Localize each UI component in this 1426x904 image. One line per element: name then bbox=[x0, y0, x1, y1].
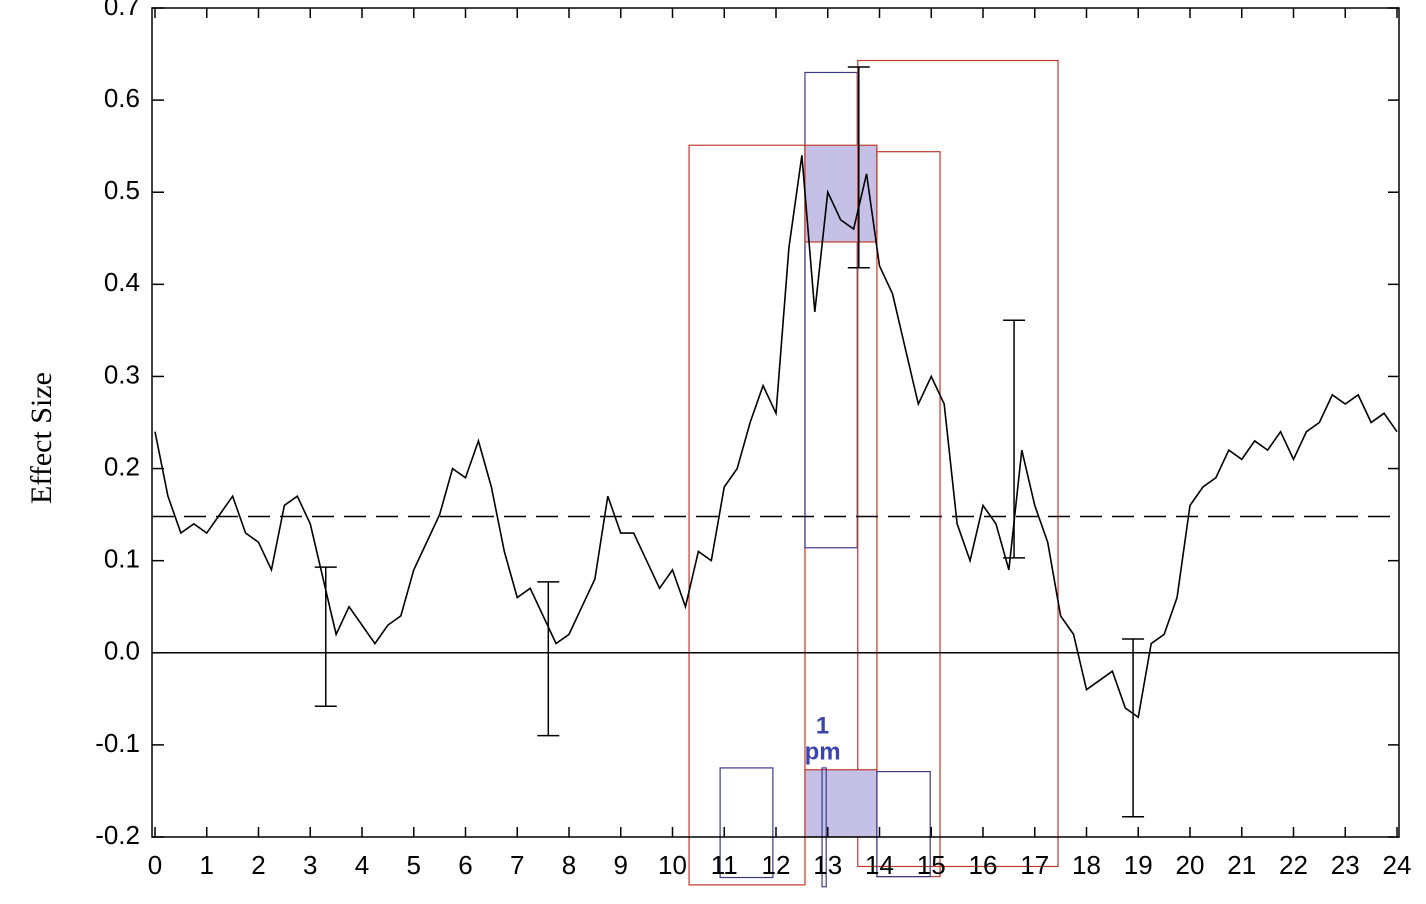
x-tick-label: 3 bbox=[303, 850, 317, 880]
y-tick-label: -0.2 bbox=[95, 820, 140, 850]
y-axis-label: Effect Size bbox=[25, 372, 58, 504]
x-tick-label: 5 bbox=[407, 850, 421, 880]
y-tick-label: 0.0 bbox=[104, 636, 140, 666]
x-tick-label: 17 bbox=[1020, 850, 1049, 880]
highlight-box bbox=[804, 71, 858, 549]
x-tick-label: 15 bbox=[917, 850, 946, 880]
x-tick-label: 23 bbox=[1331, 850, 1360, 880]
x-tick-label: 20 bbox=[1176, 850, 1205, 880]
y-tick-label: 0.6 bbox=[104, 83, 140, 113]
x-tick-label: 18 bbox=[1072, 850, 1101, 880]
x-tick-label: 13 bbox=[813, 850, 842, 880]
plot-frame bbox=[151, 7, 1400, 838]
highlight-box bbox=[804, 144, 878, 243]
x-tick-label: 9 bbox=[614, 850, 628, 880]
highlight-box bbox=[821, 767, 827, 888]
x-tick-label: 24 bbox=[1383, 850, 1412, 880]
data-line bbox=[154, 155, 1398, 719]
highlight-box bbox=[876, 771, 931, 878]
x-tick-label: 22 bbox=[1279, 850, 1308, 880]
x-tick-label: 4 bbox=[355, 850, 369, 880]
x-tick-label: 7 bbox=[510, 850, 524, 880]
x-tick-label: 10 bbox=[658, 850, 687, 880]
x-tick-label: 16 bbox=[969, 850, 998, 880]
x-tick-label: 14 bbox=[865, 850, 894, 880]
highlight-box bbox=[719, 767, 774, 879]
y-tick-label: 0.1 bbox=[104, 544, 140, 574]
x-tick-label: 0 bbox=[148, 850, 162, 880]
highlight-box bbox=[804, 769, 878, 838]
x-tick-label: 8 bbox=[562, 850, 576, 880]
y-tick-label: 0.3 bbox=[104, 359, 140, 389]
x-tick-label: 1 bbox=[200, 850, 214, 880]
x-tick-label: 11 bbox=[711, 850, 738, 880]
y-tick-label: 0.7 bbox=[104, 0, 140, 21]
highlight-box bbox=[876, 151, 941, 878]
y-tick-label: -0.1 bbox=[95, 728, 140, 758]
annotation: pm bbox=[805, 738, 841, 765]
x-tick-label: 19 bbox=[1124, 850, 1153, 880]
highlight-box bbox=[857, 59, 1059, 868]
y-tick-label: 0.5 bbox=[104, 175, 140, 205]
annotation: 1 bbox=[816, 712, 829, 739]
x-tick-label: 21 bbox=[1227, 850, 1256, 880]
x-tick-label: 2 bbox=[251, 850, 265, 880]
x-tick-label: 12 bbox=[762, 850, 791, 880]
x-tick-label: 6 bbox=[458, 850, 472, 880]
y-tick-label: 0.2 bbox=[104, 451, 140, 481]
y-tick-label: 0.4 bbox=[104, 267, 140, 297]
